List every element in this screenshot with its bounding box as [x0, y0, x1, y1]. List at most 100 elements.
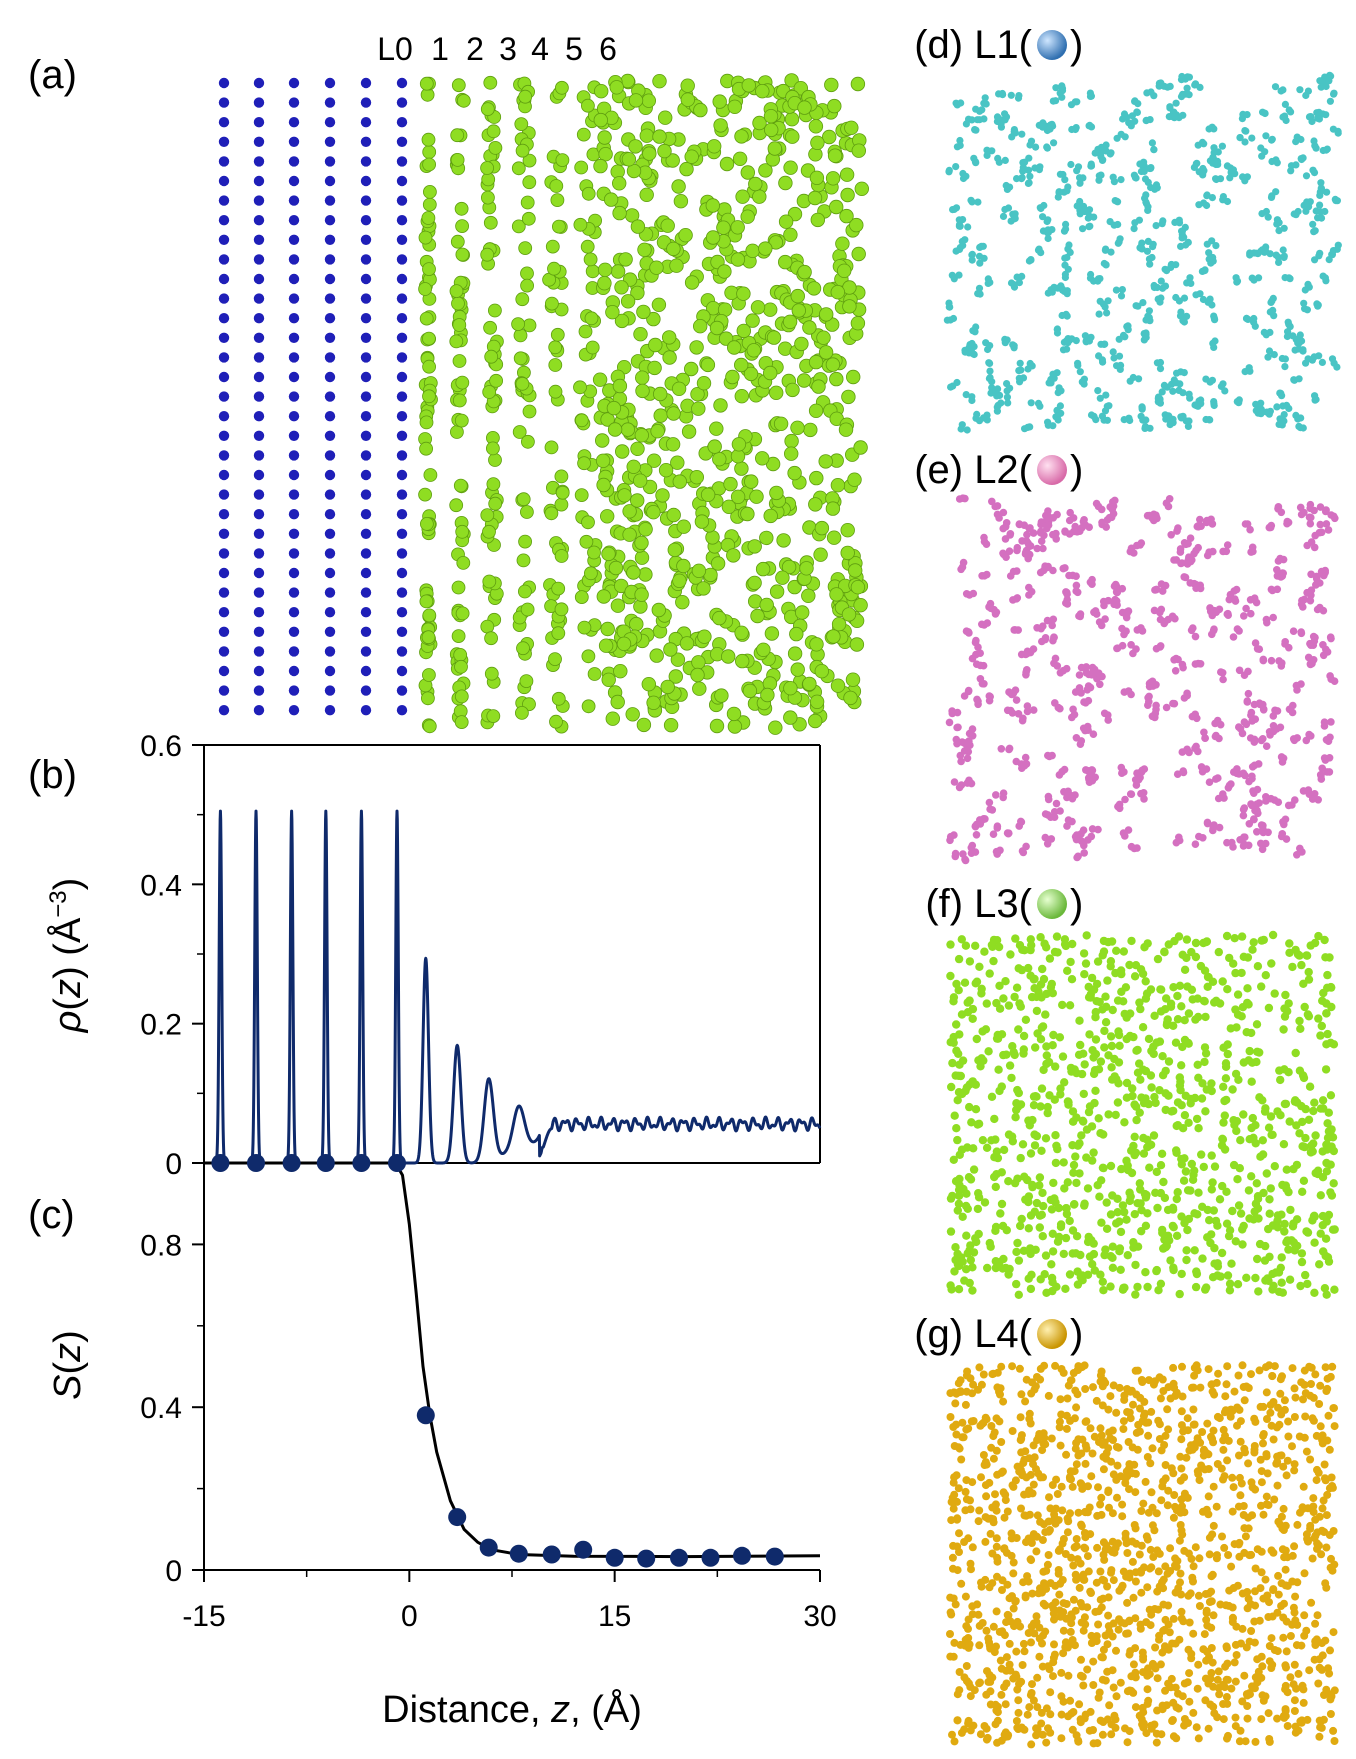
particle: [1321, 274, 1329, 282]
particle: [1283, 401, 1291, 409]
particle: [1245, 1135, 1254, 1144]
particle: [1316, 1191, 1326, 1200]
particle: [1321, 756, 1330, 764]
particle: [1082, 337, 1090, 345]
particle: [1025, 591, 1033, 599]
particle: [948, 1058, 957, 1068]
particle: [1254, 760, 1263, 768]
particle: [1044, 234, 1052, 243]
particle: [1328, 1225, 1338, 1234]
particle: [1237, 932, 1247, 941]
particle: [1284, 1245, 1293, 1254]
particle: [1026, 1284, 1036, 1294]
particle: [1289, 1164, 1298, 1174]
particle: [1005, 1639, 1014, 1648]
substrate-atom: [288, 371, 300, 383]
particle: [1020, 521, 1029, 529]
particle: [1049, 530, 1057, 539]
liquid-atom: [422, 197, 437, 212]
particle: [1322, 1145, 1332, 1154]
particle: [1233, 277, 1242, 285]
particle: [1139, 1655, 1148, 1664]
particle: [1319, 1247, 1328, 1256]
particle: [1324, 526, 1333, 534]
particle: [1162, 415, 1170, 423]
liquid-atom: [574, 413, 589, 428]
particle: [1333, 245, 1341, 253]
particle: [1254, 1214, 1263, 1223]
particle: [994, 1065, 1003, 1074]
particle: [1100, 416, 1108, 424]
liquid-atom: [839, 167, 855, 182]
liquid-atom: [837, 263, 852, 279]
particle: [1322, 1158, 1331, 1168]
liquid-atom: [845, 672, 861, 687]
liquid-atom: [850, 580, 866, 595]
particle: [1304, 355, 1312, 363]
liquid-atom: [730, 489, 746, 505]
liquid-atom: [732, 151, 748, 167]
particle: [1088, 671, 1096, 679]
liquid-atom: [734, 625, 749, 641]
particle: [1100, 1026, 1109, 1036]
particle: [1117, 361, 1125, 369]
substrate-atom: [360, 548, 372, 559]
particle: [1044, 792, 1053, 801]
particle: [960, 1673, 969, 1682]
particle: [1244, 667, 1252, 676]
liquid-atom: [750, 300, 766, 315]
particle: [1322, 1040, 1331, 1049]
particle: [1074, 1435, 1083, 1444]
particle: [1168, 1221, 1178, 1231]
substrate-atom: [218, 273, 230, 285]
order-marker: [448, 1508, 467, 1527]
particle: [1003, 185, 1012, 193]
particle: [1174, 524, 1182, 532]
particle: [1039, 622, 1047, 630]
substrate-atom: [288, 685, 300, 696]
liquid-atom: [769, 485, 784, 501]
liquid-atom: [612, 176, 627, 191]
particle: [1012, 696, 1021, 704]
particle: [1084, 726, 1092, 734]
liquid-atom: [844, 120, 859, 136]
substrate-atom: [288, 293, 300, 304]
liquid-atom: [480, 247, 495, 262]
liquid-atom: [712, 94, 727, 109]
particle: [1228, 1507, 1237, 1516]
particle: [1075, 1016, 1084, 1025]
particle: [999, 508, 1008, 517]
particle: [986, 359, 994, 367]
liquid-atom: [693, 102, 708, 118]
order-marker: [701, 1548, 720, 1567]
particle: [1093, 1543, 1102, 1552]
order-marker: [282, 1154, 301, 1172]
particle: [957, 935, 966, 944]
substrate-atom: [288, 136, 300, 147]
liquid-atom: [637, 242, 652, 258]
particle: [1233, 990, 1243, 999]
particle: [1237, 1012, 1246, 1021]
particle: [1047, 1273, 1057, 1283]
liquid-atom: [419, 76, 434, 91]
liquid-atom: [520, 602, 535, 617]
particle: [1060, 1184, 1069, 1193]
particle: [1182, 1246, 1191, 1255]
particle: [1200, 1630, 1209, 1639]
liquid-atom: [451, 78, 466, 93]
particle: [1130, 972, 1140, 981]
particle: [1257, 821, 1266, 829]
particle: [1219, 675, 1227, 684]
liquid-atom: [809, 170, 825, 186]
particle: [1080, 849, 1088, 857]
liquid-atom: [480, 619, 495, 634]
liquid-atom: [454, 201, 469, 216]
liquid-atom: [653, 386, 668, 402]
particle: [1181, 1091, 1191, 1101]
particle: [1053, 1144, 1062, 1154]
particle: [972, 977, 982, 986]
particle: [1171, 667, 1180, 675]
substrate-atom: [253, 607, 265, 618]
particle: [1091, 1086, 1100, 1096]
particle: [1150, 1011, 1159, 1020]
